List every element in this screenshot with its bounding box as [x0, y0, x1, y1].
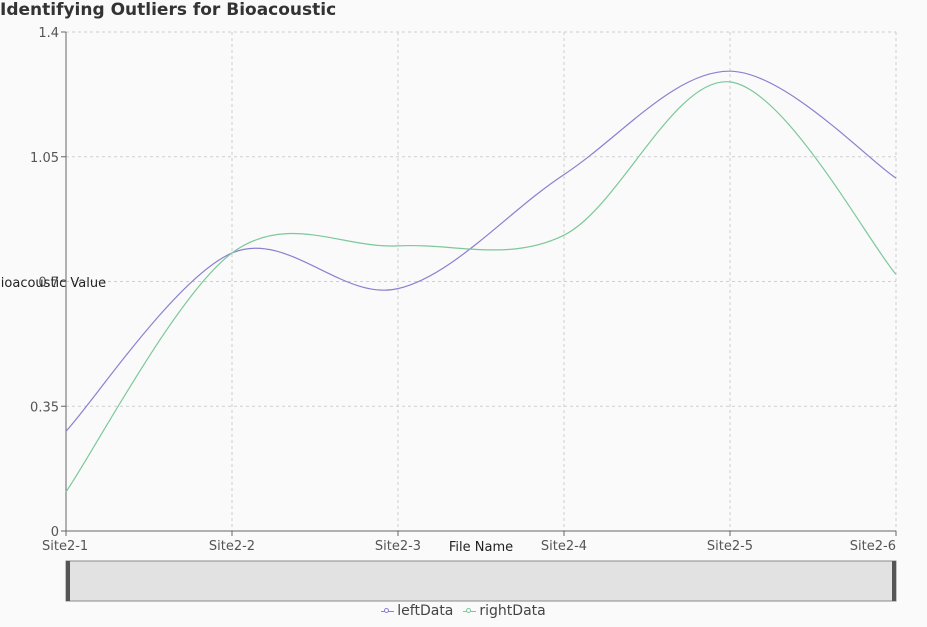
y-tick-label: 0 [51, 525, 59, 540]
legend-swatch-icon [463, 606, 477, 616]
legend-item-rightData[interactable]: rightData [463, 603, 546, 619]
legend-label: leftData [397, 603, 454, 619]
y-tick-label: 0.7 [38, 276, 59, 291]
x-tick-label: Site2-4 [541, 539, 587, 554]
legend: leftData rightData [0, 603, 927, 619]
y-tick-label: 0.35 [30, 400, 59, 415]
x-tick-labels: Site2-1 Site2-2 Site2-3 Site2-4 Site2-5 Site2… [42, 531, 897, 554]
y-tick-label: 1.4 [38, 26, 59, 41]
x-tick-label: Site2-1 [42, 539, 88, 554]
chart-title: Identifying Outliers for Bioacoustic [0, 0, 337, 20]
range-navigator[interactable] [65, 560, 897, 602]
y-tick-labels: 0 0.35 0.7 1.05 1.4 [30, 26, 66, 540]
x-tick-label: Site2-3 [375, 539, 421, 554]
legend-swatch-icon [381, 606, 395, 616]
navigator-track[interactable] [65, 560, 897, 602]
x-tick-label: Site2-2 [209, 539, 255, 554]
series-line-rightData[interactable] [65, 81, 897, 493]
legend-item-leftData[interactable]: leftData [381, 603, 453, 619]
y-tick-label: 1.05 [30, 151, 59, 166]
legend-label: rightData [479, 603, 546, 619]
x-tick-label: Site2-6 [850, 539, 896, 554]
y-axis-title: Bioacoustic Value [0, 276, 106, 291]
navigator-right-handle[interactable] [892, 561, 896, 601]
series-line-leftData[interactable] [65, 70, 897, 432]
x-axis-title: File Name [449, 540, 513, 555]
grid [66, 31, 897, 531]
x-tick-label: Site2-5 [707, 539, 753, 554]
navigator-left-handle[interactable] [66, 561, 70, 601]
series-lines [65, 70, 897, 493]
